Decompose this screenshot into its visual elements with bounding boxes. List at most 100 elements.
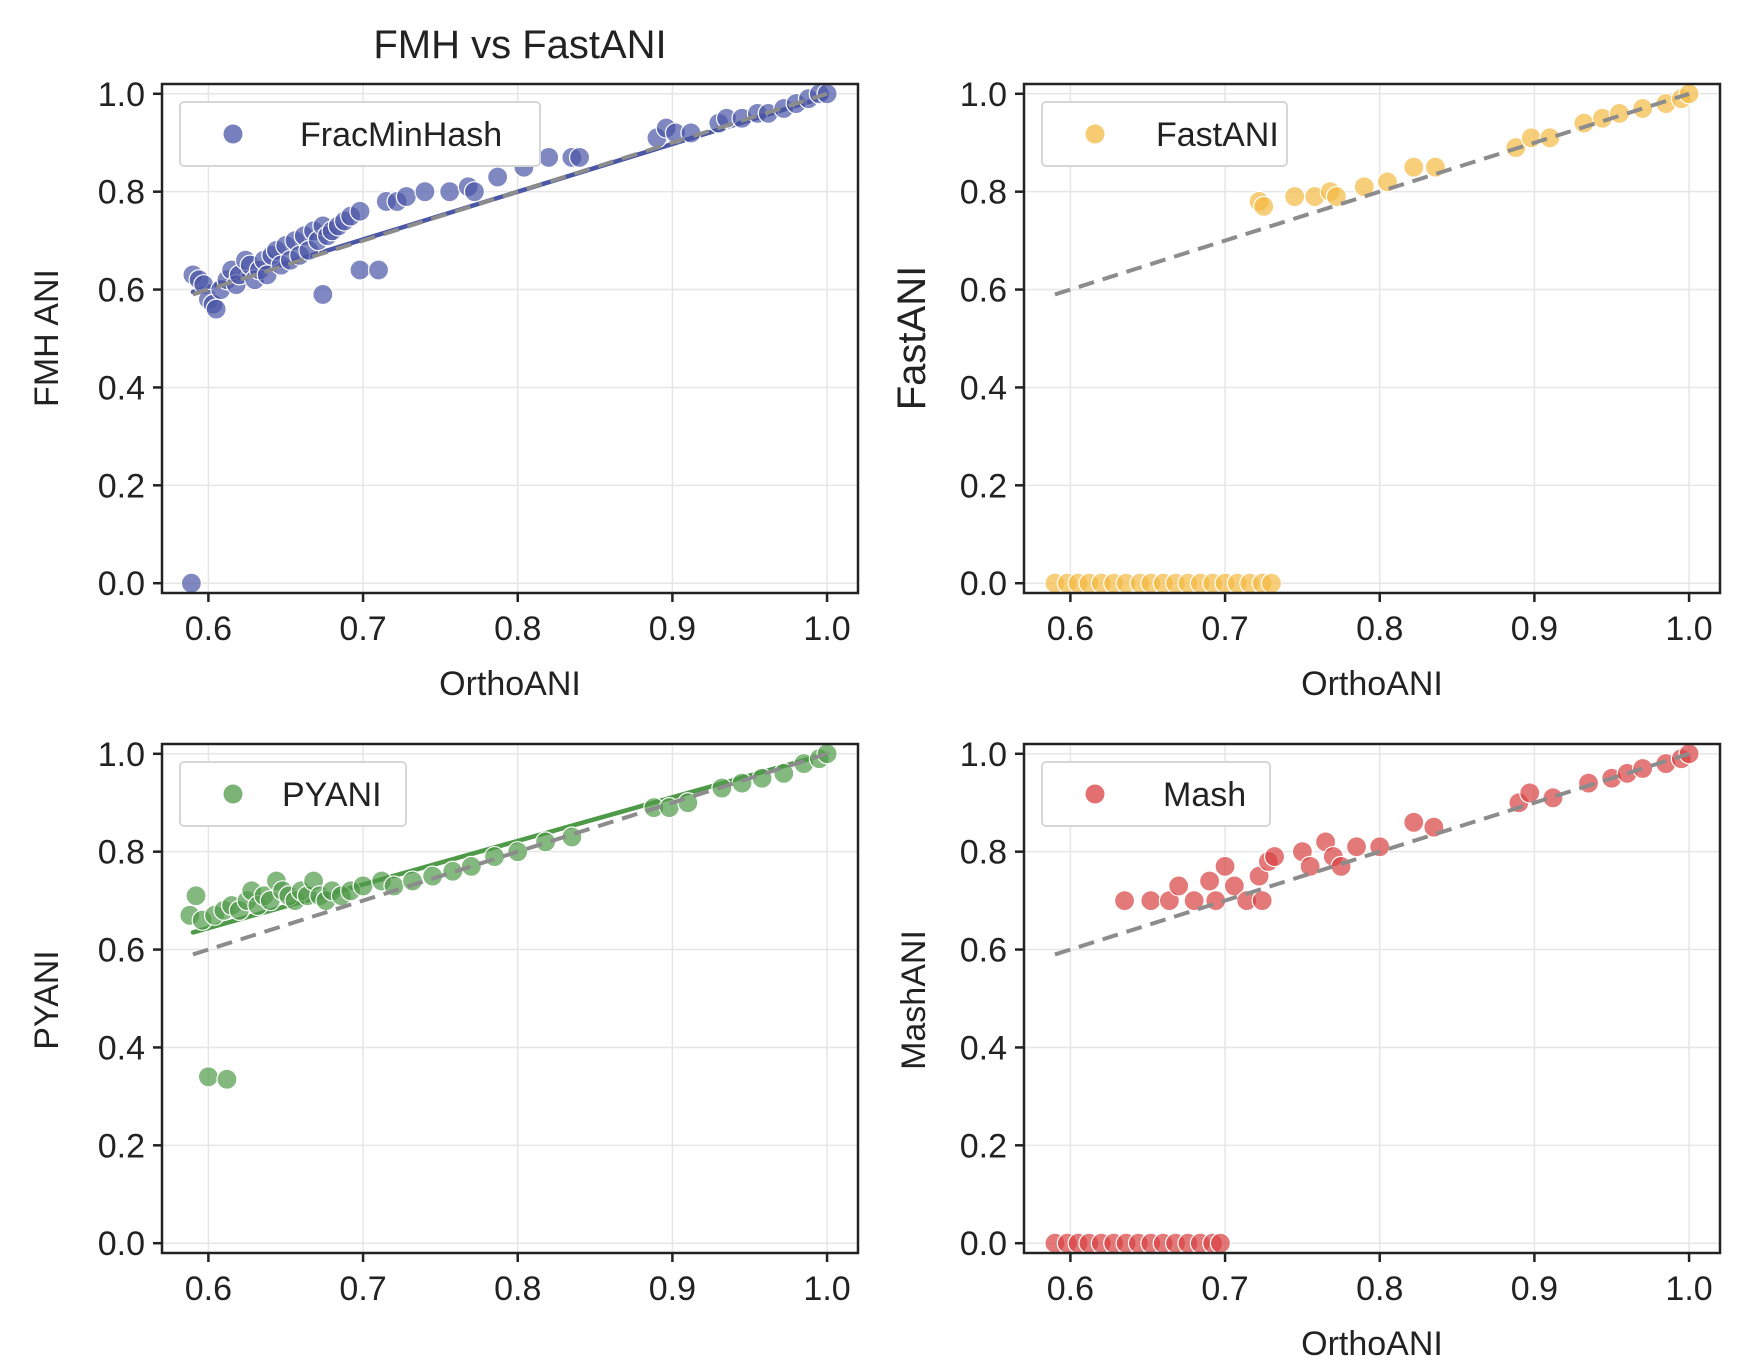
panel-fastani-points	[1044, 83, 1700, 594]
y-tick-label: 0.2	[960, 467, 1007, 505]
data-point	[1198, 870, 1221, 892]
y-tick-label: 0.6	[98, 272, 145, 310]
data-point	[1539, 127, 1561, 149]
panel-fastani-grid	[1024, 84, 1720, 593]
y-tick-label: 0.2	[960, 1127, 1007, 1165]
y-tick-label: 0.8	[98, 174, 145, 212]
panel-fastani-xlabel: OrthoANI	[1301, 665, 1443, 703]
data-point	[395, 185, 417, 208]
x-tick-label: 0.9	[649, 1270, 696, 1308]
data-point	[1209, 1232, 1232, 1254]
data-point	[1183, 890, 1205, 912]
data-point	[1284, 185, 1306, 208]
data-point	[568, 146, 591, 169]
legend-box	[179, 101, 541, 167]
legend-marker-fracminhash	[223, 124, 243, 144]
x-tick-label: 0.6	[185, 610, 232, 648]
y-tick-label: 0.8	[98, 834, 145, 872]
data-point	[1168, 875, 1190, 897]
panel-mash-ylabel: MashANI	[895, 930, 933, 1070]
panel-mash-ticks: 0.6 0.7 0.8 0.9 1.0 0.0 0.2 0.4 0.6 0.8 1.0	[960, 736, 1713, 1308]
panel-fracminhash-points	[180, 83, 838, 594]
y-tick-label: 0.4	[98, 369, 145, 407]
y-tick-label: 0.4	[960, 369, 1007, 407]
y-tick-label: 0.4	[98, 1029, 145, 1067]
y-tick-label: 0.4	[960, 1029, 1007, 1067]
identity-line	[192, 751, 828, 957]
y-tick-label: 0.6	[960, 932, 1007, 970]
data-point	[1330, 855, 1352, 877]
data-point	[1542, 787, 1564, 809]
data-point	[1113, 890, 1136, 912]
panel-mash-frame	[1022, 742, 1722, 1255]
x-tick-label: 0.9	[1511, 1270, 1558, 1308]
data-point	[352, 875, 374, 897]
data-point	[205, 298, 227, 320]
y-tick-label: 0.8	[960, 174, 1007, 212]
y-tick-label: 0.0	[960, 1225, 1007, 1263]
data-point	[180, 572, 202, 594]
data-point	[534, 831, 557, 853]
data-point	[312, 283, 334, 306]
panel-fracminhash-ticks: 0.6 0.7 0.8 0.9 1.0 0.0 0.2 0.4 0.6 0.8 1.0	[98, 76, 851, 648]
data-point	[1214, 855, 1236, 877]
panel-pyani-points	[179, 743, 838, 1090]
data-point	[731, 772, 753, 794]
legend-label-fastani: FastANI	[1156, 116, 1279, 154]
data-point	[487, 166, 509, 188]
panel-pyani-background	[162, 744, 858, 1253]
x-tick-label: 0.6	[1047, 610, 1094, 648]
data-point	[1632, 757, 1654, 780]
data-point	[349, 259, 371, 281]
panel-pyani-ylabel: PYANI	[28, 950, 66, 1050]
identity-line	[1054, 751, 1690, 957]
panel-mash-legend: Mash	[1041, 761, 1271, 827]
data-point	[1251, 890, 1273, 912]
panel-fastani-background	[1024, 84, 1720, 593]
y-tick-label: 1.0	[960, 76, 1007, 114]
panel-pyani-frame	[160, 742, 860, 1255]
panel-fracminhash: 0.6 0.7 0.8 0.9 1.0 0.0 0.2 0.4 0.6 0.8 1.0 FracMi…	[28, 76, 860, 703]
identity-line	[192, 91, 828, 297]
panel-fracminhash-ylabel: FMH ANI	[28, 269, 66, 407]
y-tick-label: 0.6	[960, 272, 1007, 310]
legend-marker-mash	[1085, 784, 1105, 804]
data-point	[1403, 156, 1425, 178]
data-point	[1353, 176, 1375, 198]
y-tick-label: 1.0	[98, 76, 145, 114]
data-point	[439, 181, 461, 203]
legend-marker-fastani	[1085, 124, 1105, 144]
x-tick-label: 0.9	[1511, 610, 1558, 648]
y-tick-label: 1.0	[98, 736, 145, 774]
y-tick-label: 0.0	[98, 565, 145, 603]
legend-box	[1041, 101, 1288, 167]
data-point	[185, 885, 207, 907]
panel-pyani-ticks: 0.6 0.7 0.8 0.9 1.0 0.0 0.2 0.4 0.6 0.8 1.0	[98, 736, 851, 1308]
panel-fastani-frame	[1022, 82, 1722, 595]
x-tick-label: 0.6	[185, 1270, 232, 1308]
data-point	[1577, 772, 1600, 794]
panel-fracminhash-legend: FracMinHash	[179, 101, 541, 167]
panel-fracminhash-xlabel: OrthoANI	[439, 665, 581, 703]
data-point	[1140, 890, 1162, 912]
legend-marker-pyani	[223, 784, 243, 804]
y-tick-label: 0.2	[98, 467, 145, 505]
data-point	[1520, 127, 1542, 149]
panel-mash-xlabel: OrthoANI	[1301, 1325, 1443, 1363]
data-point	[463, 181, 486, 203]
x-tick-label: 0.8	[494, 610, 541, 648]
x-tick-label: 0.9	[649, 610, 696, 648]
panel-fastani-ticks: 0.6 0.7 0.8 0.9 1.0 0.0 0.2 0.4 0.6 0.8 1.0	[960, 76, 1713, 648]
y-tick-label: 0.0	[960, 565, 1007, 603]
data-point	[1608, 102, 1631, 124]
figure-title: FMH vs FastANI	[373, 23, 666, 67]
data-point	[1519, 782, 1541, 804]
identity-line	[1054, 91, 1690, 297]
panel-mash-background	[1024, 744, 1720, 1253]
y-tick-label: 0.0	[98, 1225, 145, 1263]
x-tick-label: 0.7	[1201, 610, 1248, 648]
data-point	[1632, 97, 1654, 120]
x-tick-label: 0.7	[1201, 1270, 1248, 1308]
legend-box	[179, 761, 407, 827]
